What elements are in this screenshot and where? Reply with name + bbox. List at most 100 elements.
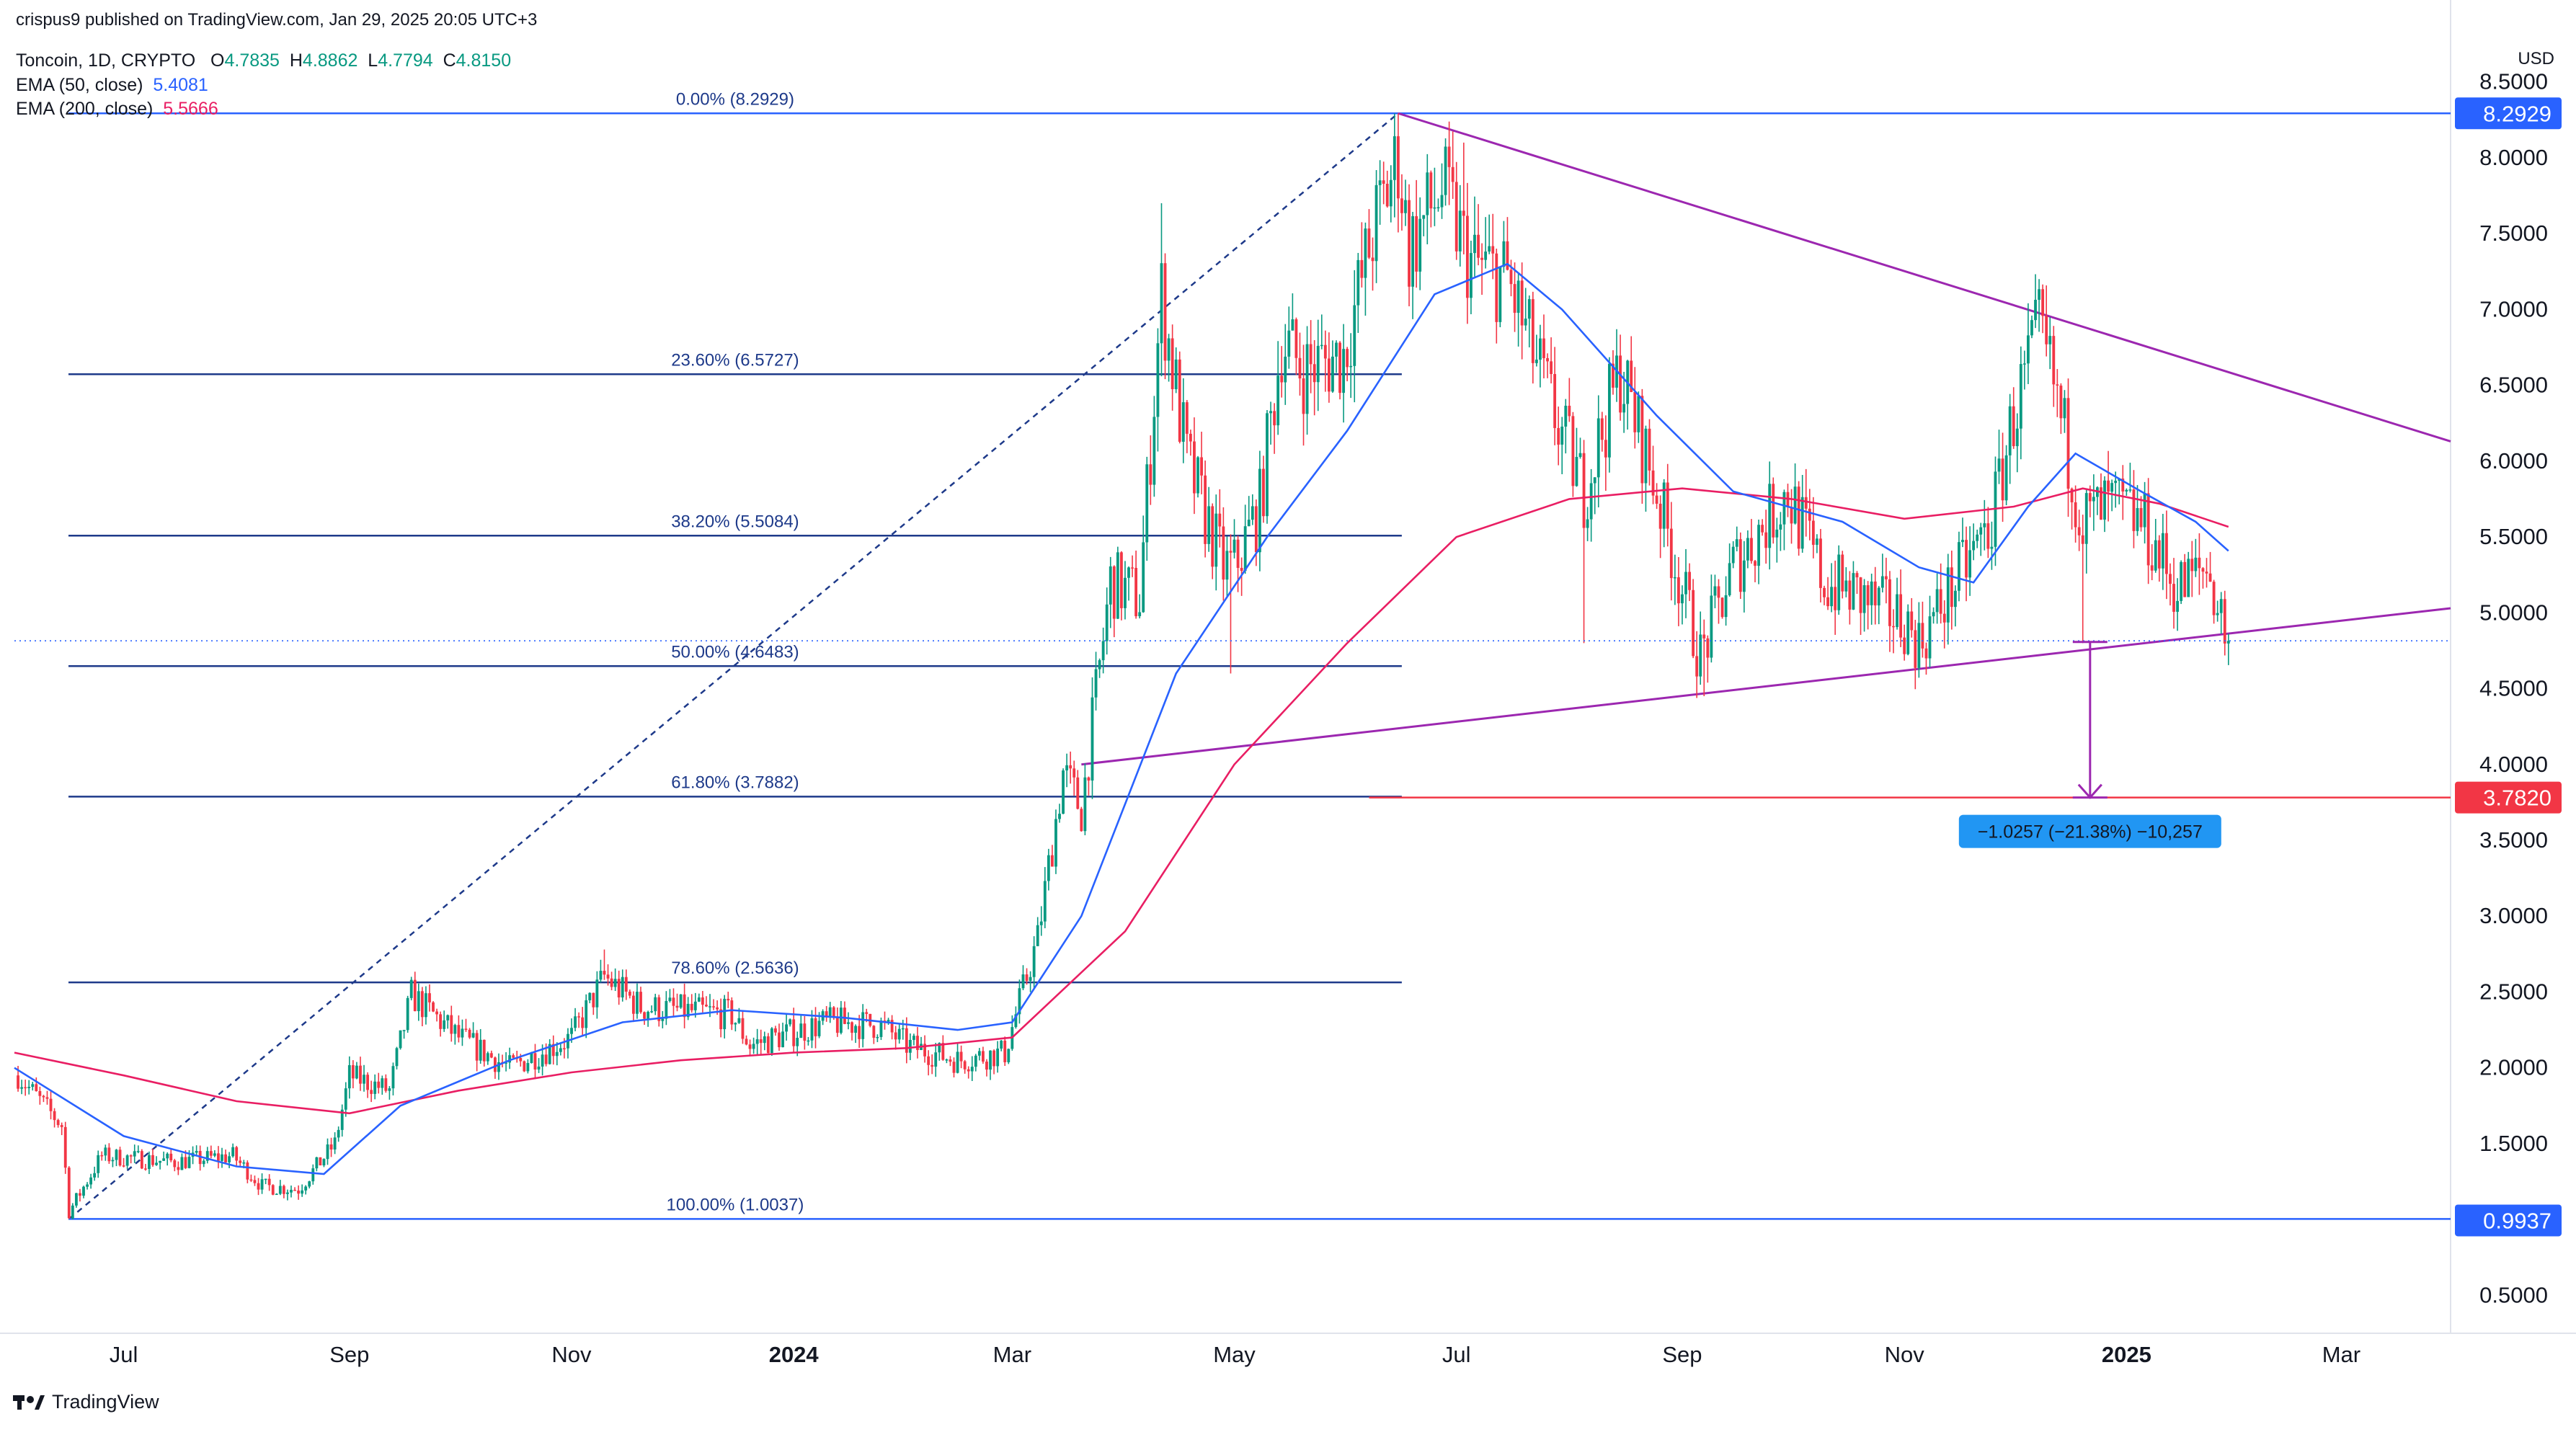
- y-tick-label: 5.5000: [2479, 524, 2548, 549]
- candle-up: [391, 1066, 395, 1089]
- candle-up: [1896, 594, 1898, 628]
- candle-down: [1346, 349, 1349, 368]
- candle-down: [1808, 508, 1811, 521]
- candle-down: [1557, 427, 1560, 445]
- candle-down: [803, 1023, 807, 1041]
- candle-down: [858, 1026, 861, 1039]
- candle-down: [253, 1180, 257, 1183]
- candle-up: [1768, 484, 1772, 548]
- candle-up: [1225, 551, 1229, 580]
- candle-down: [1385, 184, 1389, 207]
- candle-down: [1400, 198, 1403, 213]
- candle-up: [286, 1192, 289, 1194]
- candle-down: [1309, 344, 1313, 365]
- candle-down: [1720, 597, 1724, 618]
- candle-down: [1619, 355, 1622, 413]
- candle-up: [453, 1025, 457, 1034]
- candle-up: [1593, 477, 1596, 484]
- candle-down: [1848, 580, 1852, 610]
- candle-up: [1586, 519, 1589, 528]
- candle-up: [1047, 855, 1050, 881]
- candle-down: [941, 1043, 945, 1060]
- candle-down: [2132, 489, 2136, 531]
- candle-down: [257, 1183, 260, 1190]
- fib-level-label: 0.00% (8.2929): [676, 89, 794, 109]
- candle-up: [479, 1039, 482, 1061]
- candle-up: [1393, 136, 1396, 180]
- candle-up: [887, 1020, 890, 1022]
- tradingview-logo[interactable]: TradingView: [13, 1391, 159, 1413]
- candle-down: [1640, 396, 1644, 484]
- candle-down: [2172, 584, 2175, 612]
- candle-down: [1254, 506, 1258, 553]
- candle-down: [1451, 166, 1454, 182]
- x-tick-label: 2024: [769, 1342, 820, 1367]
- candle-down: [2190, 559, 2194, 572]
- candle-up: [709, 1006, 711, 1008]
- measure-arrow-head: [2077, 783, 2102, 799]
- candle-up: [1488, 246, 1491, 252]
- open-value: 4.7835: [224, 50, 280, 71]
- candle-up: [1054, 819, 1057, 867]
- price-axis-label-text: 0.9937: [2483, 1208, 2551, 1233]
- candle-down: [624, 977, 628, 992]
- candle-up: [1979, 527, 1983, 535]
- candle-down: [719, 1009, 723, 1030]
- candle-down: [1888, 579, 1891, 626]
- candle-up: [526, 1062, 530, 1072]
- candle-down: [293, 1189, 296, 1191]
- candle-up: [789, 1019, 792, 1025]
- candle-down: [577, 1016, 581, 1018]
- candle-down: [377, 1081, 381, 1088]
- candle-up: [2030, 320, 2033, 336]
- candle-up: [1578, 453, 1582, 458]
- candle-down: [1600, 418, 1604, 440]
- candle-down: [177, 1167, 180, 1170]
- x-tick-label: Sep: [1662, 1342, 1702, 1367]
- candle-up: [505, 1062, 507, 1064]
- candle-up: [1083, 777, 1087, 832]
- candle-down: [2056, 384, 2059, 386]
- candle-up: [337, 1129, 340, 1138]
- candle-up: [264, 1178, 267, 1180]
- candle-down: [2150, 565, 2154, 571]
- candle-up: [599, 971, 603, 980]
- candle-up: [2092, 497, 2095, 502]
- candle-up: [1560, 426, 1564, 445]
- candle-down: [727, 998, 730, 1001]
- candle-up: [205, 1151, 209, 1161]
- candle-up: [861, 1012, 865, 1039]
- candle-up: [1433, 207, 1436, 209]
- x-tick-label: May: [1213, 1342, 1256, 1367]
- candle-down: [701, 997, 704, 1005]
- candles-group: [17, 113, 2230, 1219]
- candle-down: [562, 1048, 566, 1049]
- candle-down: [246, 1162, 249, 1180]
- candle-up: [260, 1179, 264, 1190]
- candle-up: [1291, 319, 1294, 331]
- candle-down: [675, 1005, 679, 1008]
- candle-up: [1644, 428, 1648, 484]
- candle-down: [35, 1084, 38, 1092]
- candle-down: [2088, 493, 2092, 502]
- candle-up: [1243, 526, 1247, 572]
- y-tick-label: 6.5000: [2479, 373, 2548, 398]
- fib-level-label: 38.20% (5.5084): [671, 512, 799, 531]
- candle-up: [93, 1173, 97, 1178]
- candle-down: [1371, 257, 1374, 262]
- candle-up: [2019, 364, 2022, 429]
- candle-up: [817, 1020, 821, 1036]
- candle-down: [439, 1014, 443, 1029]
- candle-up: [785, 1024, 789, 1032]
- candle-down: [1582, 453, 1586, 528]
- candle-up: [1021, 974, 1025, 989]
- currency-label[interactable]: USD: [2518, 49, 2554, 68]
- candle-up: [1062, 770, 1065, 814]
- candle-down: [209, 1151, 213, 1156]
- candle-up: [668, 997, 672, 1001]
- candle-down: [1859, 577, 1862, 613]
- x-tick-label: Mar: [993, 1342, 1031, 1367]
- candle-up: [1589, 483, 1593, 520]
